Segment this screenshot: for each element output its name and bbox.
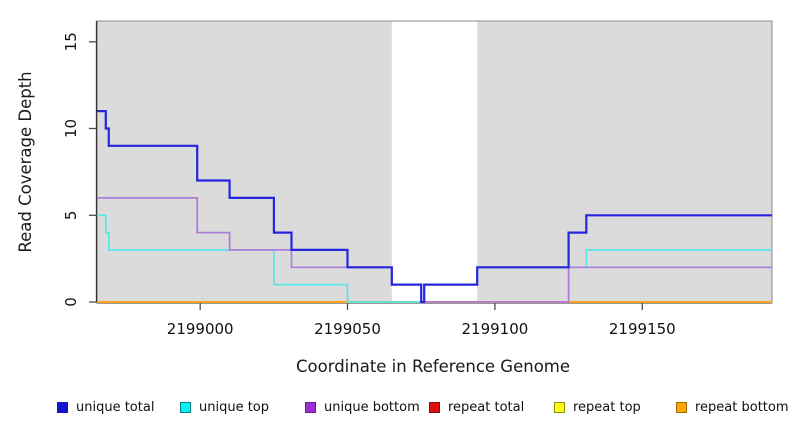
- legend-label-unique-bottom: unique bottom: [324, 400, 420, 415]
- legend-item-unique-bottom: unique bottom: [305, 401, 420, 414]
- legend-swatch-repeat-top: [554, 402, 565, 413]
- legend-label-repeat-top: repeat top: [573, 400, 641, 415]
- legend-swatch-unique-total: [57, 402, 68, 413]
- legend-swatch-repeat-total: [429, 402, 440, 413]
- y-tick-label: 15: [62, 32, 80, 51]
- legend-item-unique-total: unique total: [57, 401, 154, 414]
- y-tick-label: 5: [62, 211, 80, 221]
- legend-swatch-repeat-bottom: [676, 402, 687, 413]
- legend-swatch-unique-top: [180, 402, 191, 413]
- legend-label-repeat-total: repeat total: [448, 400, 525, 415]
- plot-shading-region: [477, 21, 772, 303]
- legend-item-repeat-total: repeat total: [429, 401, 524, 414]
- y-tick-label: 10: [62, 119, 80, 138]
- legend-item-repeat-bottom: repeat bottom: [676, 401, 789, 414]
- x-tick-label: 2199050: [314, 320, 381, 338]
- x-tick-label: 2199000: [167, 320, 234, 338]
- y-tick-label: 0: [62, 297, 80, 307]
- legend-item-unique-top: unique top: [180, 401, 269, 414]
- legend-label-repeat-bottom: repeat bottom: [695, 400, 789, 415]
- legend-item-repeat-top: repeat top: [554, 401, 641, 414]
- legend-label-unique-top: unique top: [199, 400, 270, 415]
- coverage-plot: 0 5 10 15 2199000 2199050 2199100 2199150 Coord…: [16, 20, 773, 376]
- y-axis-title: Read Coverage Depth: [16, 71, 35, 252]
- x-tick-label: 2199150: [609, 320, 676, 338]
- chart-layer: 0 5 10 15 2199000 2199050 2199100 2199150: [62, 20, 773, 338]
- legend-label-unique-total: unique total: [76, 400, 155, 415]
- x-axis-title: Coordinate in Reference Genome: [296, 357, 570, 376]
- x-tick-label: 2199100: [461, 320, 528, 338]
- legend-swatch-unique-bottom: [305, 402, 316, 413]
- series-line-unique-bottom: [97, 197, 772, 303]
- series-line-unique-total: [97, 110, 772, 304]
- plot-shading-region: [97, 21, 392, 303]
